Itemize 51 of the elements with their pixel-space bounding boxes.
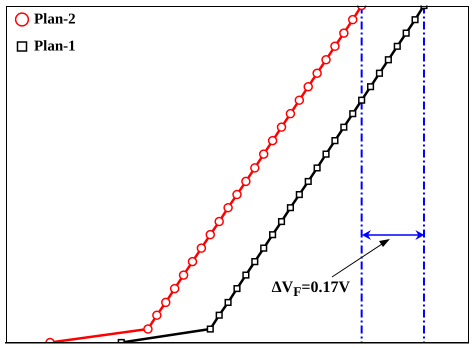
point (170, 284, 180, 294)
point (214, 216, 224, 226)
legend-label: Plan-1 (34, 38, 76, 54)
point (348, 14, 358, 24)
point (224, 298, 232, 306)
point (394, 42, 401, 50)
point (278, 218, 286, 226)
point (321, 55, 331, 65)
point (260, 244, 268, 252)
point (314, 164, 321, 172)
point (358, 96, 366, 104)
point (233, 285, 241, 292)
point (242, 272, 250, 279)
point (178, 270, 188, 280)
point (286, 204, 294, 212)
point (331, 137, 339, 144)
legend-label: Plan-2 (34, 11, 76, 28)
point (196, 243, 206, 253)
point (376, 70, 384, 77)
annotation: ΔV$_{F}$=0.17V (272, 278, 350, 300)
point (339, 28, 349, 38)
point (294, 95, 304, 105)
point (206, 325, 214, 333)
point (152, 310, 162, 320)
point (232, 190, 242, 200)
point (412, 16, 419, 24)
point (251, 258, 258, 266)
point (384, 56, 392, 64)
point (268, 136, 278, 146)
point (250, 163, 260, 173)
point (276, 122, 286, 132)
point (241, 176, 251, 186)
point (216, 312, 223, 319)
point (223, 202, 233, 212)
point (206, 230, 216, 240)
point (303, 82, 313, 92)
point (366, 83, 374, 90)
point (161, 298, 171, 308)
point (143, 324, 153, 334)
point (258, 149, 268, 159)
point (340, 124, 348, 131)
point (312, 68, 322, 78)
point (286, 108, 296, 118)
point (402, 30, 410, 37)
point (330, 42, 340, 52)
point (188, 256, 198, 266)
point (349, 110, 356, 118)
point (304, 178, 312, 185)
point (269, 231, 276, 238)
point (322, 150, 330, 158)
point (296, 190, 303, 198)
